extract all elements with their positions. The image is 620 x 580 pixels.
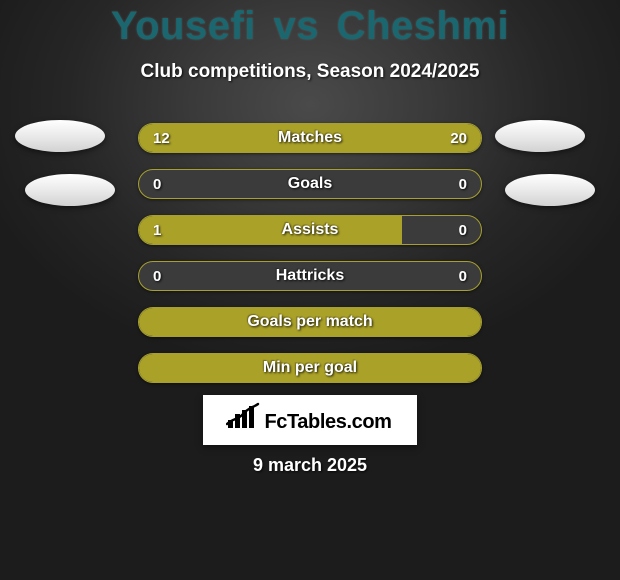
stat-fill-left xyxy=(139,216,402,244)
player-a-name: Yousefi xyxy=(111,4,256,48)
logo-text: FcTables.com xyxy=(264,411,391,434)
club-badge-placeholder xyxy=(495,120,585,152)
stat-fill-left xyxy=(139,308,481,336)
source-logo: FcTables.com xyxy=(203,395,417,445)
stat-value-left: 0 xyxy=(153,170,161,198)
stat-value-left: 0 xyxy=(153,262,161,290)
stat-row: Assists10 xyxy=(138,215,482,245)
stat-label: Hattricks xyxy=(139,262,481,290)
title-vs: vs xyxy=(274,4,320,48)
stat-row: Hattricks0 0 xyxy=(138,261,482,291)
stat-fill-left xyxy=(139,354,481,382)
subtitle: Club competitions, Season 2024/2025 xyxy=(0,61,620,83)
stat-row: Goals0 0 xyxy=(138,169,482,199)
comparison-chart: Matches1220Goals00Assists10Hattricks00Go… xyxy=(138,123,482,399)
stat-fill-right xyxy=(266,124,481,152)
stat-value-right: 0 xyxy=(459,262,467,290)
stat-row: Min per goal xyxy=(138,353,482,383)
bar-chart-icon xyxy=(228,406,258,428)
stat-row: Goals per match xyxy=(138,307,482,337)
stat-value-right: 0 xyxy=(459,170,467,198)
stat-row: Matches1220 xyxy=(138,123,482,153)
date-line: 9 march 2025 xyxy=(0,455,620,476)
stat-label: Goals xyxy=(139,170,481,198)
stat-fill-left xyxy=(139,124,266,152)
club-badge-placeholder xyxy=(25,174,115,206)
club-badge-placeholder xyxy=(15,120,105,152)
stat-value-right: 0 xyxy=(459,216,467,244)
club-badge-placeholder xyxy=(505,174,595,206)
player-b-name: Cheshmi xyxy=(337,4,509,48)
logo-inner: FcTables.com xyxy=(228,406,391,434)
comparison-title: Yousefi vs Cheshmi xyxy=(0,0,620,49)
